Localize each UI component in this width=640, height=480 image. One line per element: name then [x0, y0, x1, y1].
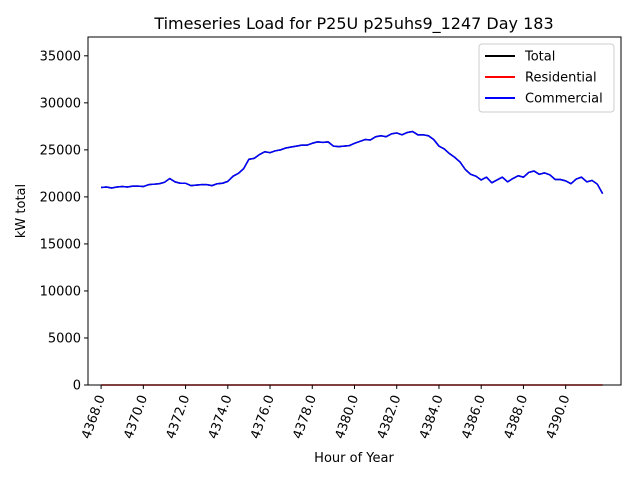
- y-tick-label: 35000: [40, 49, 81, 64]
- chart-title: Timeseries Load for P25U p25uhs9_1247 Da…: [153, 14, 553, 34]
- y-tick-label: 20000: [40, 190, 81, 205]
- legend-label-residential: Residential: [525, 71, 597, 86]
- y-tick-label: 5000: [48, 331, 81, 346]
- series-line-commercial: [101, 130, 604, 194]
- y-tick-label: 0: [73, 379, 81, 394]
- legend: Total Residential Commercial: [478, 43, 615, 113]
- y-axis-label: kW total: [14, 184, 29, 238]
- legend-label-total: Total: [524, 50, 555, 65]
- legend-label-commercial: Commercial: [525, 92, 603, 107]
- y-tick-label: 25000: [40, 143, 81, 158]
- y-tick-label: 15000: [40, 237, 81, 252]
- y-axis-ticks: 0 5000 10000 15000 20000 25000 30000 35000: [40, 49, 88, 394]
- y-tick-label: 30000: [40, 96, 81, 111]
- legend-box: [478, 43, 615, 113]
- y-tick-label: 10000: [40, 284, 81, 299]
- x-axis-label: Hour of Year: [314, 451, 394, 466]
